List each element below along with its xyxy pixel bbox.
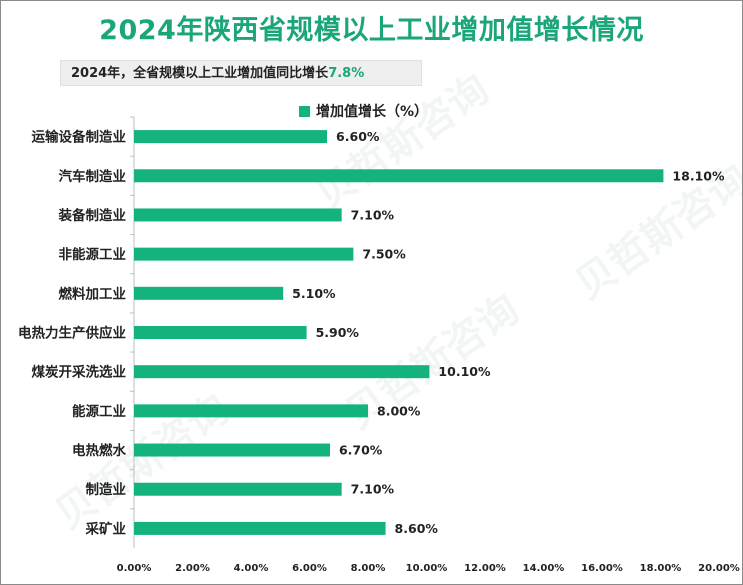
x-tick-label: 14.00%: [523, 563, 565, 574]
category-label: 电热力生产供应业: [18, 325, 126, 342]
subtitle-text: 2024年，全省规模以上工业增加值同比增长: [71, 66, 329, 81]
bar: [134, 130, 328, 144]
x-tick-label: 20.00%: [698, 563, 740, 574]
data-label: 6.60%: [336, 129, 380, 144]
category-label: 运输设备制造业: [32, 129, 127, 146]
chart-title: 2024年陕西省规模以上工业增加值增长情况: [99, 15, 644, 46]
data-label: 7.10%: [351, 207, 395, 222]
category-label: 汽车制造业: [59, 168, 127, 185]
bar: [134, 443, 330, 457]
category-label: 燃料加工业: [59, 285, 127, 302]
bar: [134, 247, 354, 261]
bar: [134, 521, 386, 535]
bar: [134, 326, 307, 339]
category-label: 装备制造业: [58, 207, 127, 224]
data-label: 5.10%: [292, 286, 336, 301]
bar: [134, 365, 430, 379]
x-tick-label: 6.00%: [292, 563, 327, 574]
category-label: 采矿业: [86, 520, 127, 537]
category-label: 非能源工业: [59, 246, 127, 263]
bar: [134, 404, 368, 418]
legend-label: 增加值增长（%）: [316, 104, 429, 120]
x-tick-label: 10.00%: [406, 563, 448, 574]
x-tick-label: 0.00%: [117, 563, 152, 574]
data-label: 8.60%: [395, 521, 439, 536]
data-label: 18.10%: [672, 168, 725, 183]
x-tick-label: 8.00%: [351, 563, 386, 574]
bar: [134, 482, 342, 496]
x-tick-label: 4.00%: [234, 563, 269, 574]
category-label: 煤炭开采洗选业: [32, 364, 127, 381]
subtitle-highlight: 7.8%: [328, 66, 365, 81]
legend: 增加值增长（%）: [299, 101, 428, 121]
x-tick-label: 16.00%: [581, 563, 623, 574]
bar: [134, 286, 284, 300]
category-label: 能源工业: [72, 403, 126, 420]
data-label: 7.10%: [351, 482, 395, 497]
x-tick-label: 12.00%: [464, 563, 506, 574]
legend-swatch: [299, 105, 310, 117]
x-tick-label: 2.00%: [175, 563, 210, 574]
x-tick-label: 18.00%: [640, 563, 682, 574]
bar: [134, 169, 664, 183]
data-label: 8.00%: [377, 403, 421, 418]
data-label: 6.70%: [339, 443, 383, 458]
category-label: 制造业: [86, 481, 127, 498]
subtitle-box: 2024年，全省规模以上工业增加值同比增长7.8%: [60, 60, 422, 86]
bar: [134, 208, 342, 222]
data-label: 7.50%: [362, 247, 406, 262]
data-label: 10.10%: [438, 364, 491, 379]
category-label: 电热燃水: [72, 442, 126, 459]
data-label: 5.90%: [316, 325, 360, 340]
